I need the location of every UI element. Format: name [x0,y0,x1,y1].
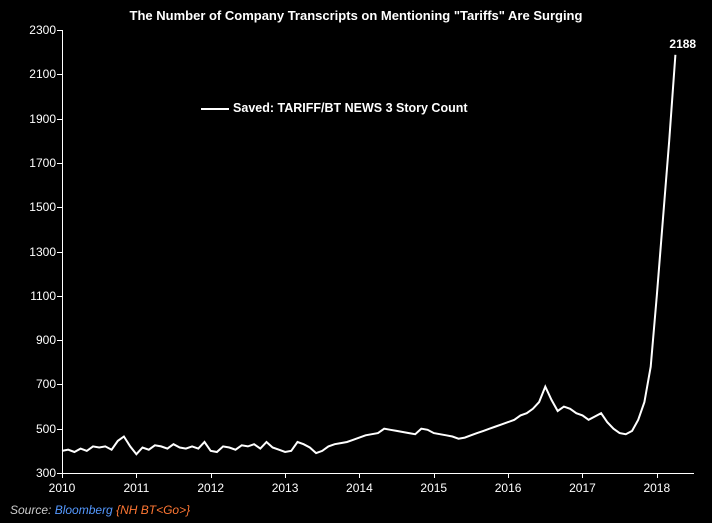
x-tick-label: 2014 [346,481,373,495]
source-code: {NH BT<Go>} [116,503,190,517]
y-tick-label: 700 [6,377,56,391]
x-axis-line [62,473,694,474]
y-tick-label: 1300 [6,245,56,259]
x-tick-label: 2012 [197,481,224,495]
y-tick-label: 300 [6,466,56,480]
x-tick-label: 2018 [643,481,670,495]
legend-swatch [201,108,229,110]
legend: Saved: TARIFF/BT NEWS 3 Story Count [201,101,468,115]
x-tick-label: 2016 [495,481,522,495]
line-chart [62,30,694,473]
legend-label: Saved: TARIFF/BT NEWS 3 Story Count [233,101,468,115]
x-tick-label: 2015 [420,481,447,495]
chart-container: The Number of Company Transcripts on Men… [0,0,712,523]
y-tick-label: 1700 [6,156,56,170]
y-tick-label: 500 [6,422,56,436]
y-tick-label: 900 [6,333,56,347]
y-tick-label: 2100 [6,67,56,81]
y-axis-line [62,30,63,473]
x-tick-label: 2013 [272,481,299,495]
source-prefix: Source: [10,503,55,517]
x-tick-label: 2011 [123,481,149,495]
chart-title: The Number of Company Transcripts on Men… [0,8,712,23]
x-tick-label: 2017 [569,481,596,495]
y-tick-label: 2300 [6,23,56,37]
y-tick-label: 1500 [6,200,56,214]
source-attribution: Source: Bloomberg {NH BT<Go>} [10,503,190,517]
x-tick-label: 2010 [49,481,76,495]
plot-area: Saved: TARIFF/BT NEWS 3 Story Count 2188 [62,30,694,473]
end-value-label: 2188 [669,37,696,51]
y-tick-label: 1900 [6,112,56,126]
source-brand: Bloomberg [55,503,116,517]
y-tick-label: 1100 [6,289,56,303]
